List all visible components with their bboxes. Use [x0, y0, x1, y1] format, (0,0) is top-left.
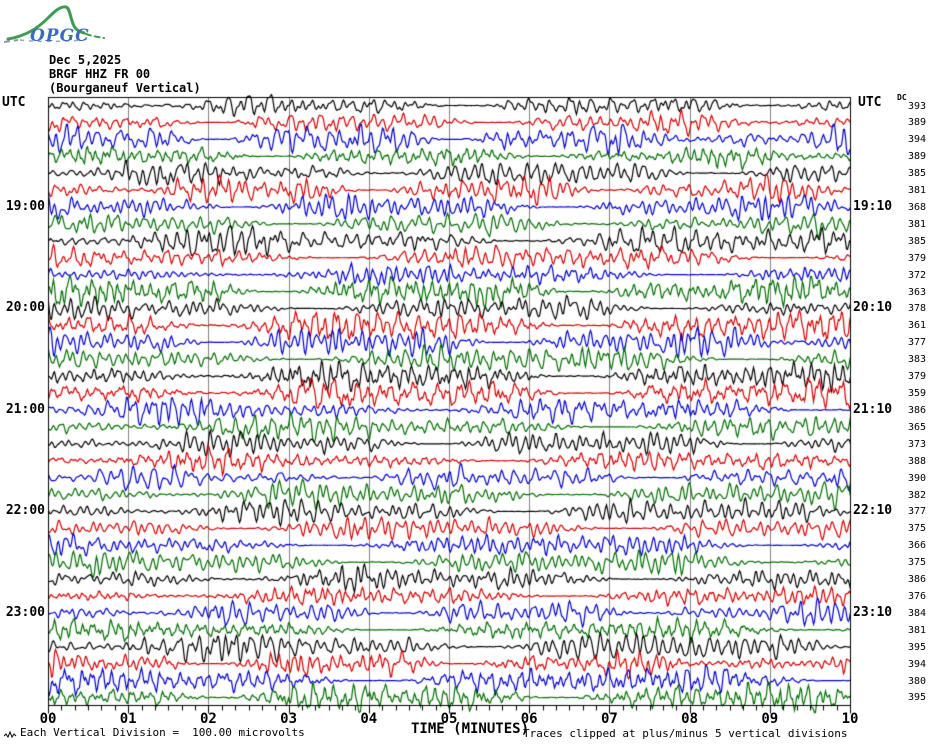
hour-label-right: 22:10 — [853, 503, 893, 519]
dc-value: 375 — [907, 523, 926, 535]
minute-tick-label: 10 — [841, 711, 859, 727]
hour-label-left: 19:00 — [5, 198, 45, 214]
dc-value: 394 — [907, 658, 926, 670]
dc-value: 376 — [907, 591, 926, 602]
hour-label-left: 23:00 — [5, 604, 45, 620]
time-axis-title: TIME (MINUTES) — [411, 721, 530, 737]
dc-value: 388 — [907, 455, 926, 467]
dc-value: 373 — [907, 438, 926, 450]
hour-label-left: 21:00 — [5, 401, 45, 417]
dc-value: 381 — [907, 185, 926, 197]
dc-value: 359 — [907, 388, 926, 400]
dc-value: 393 — [907, 100, 926, 112]
dc-value: 381 — [907, 624, 926, 636]
minute-tick-label: 06 — [520, 711, 538, 727]
mini-waveform-icon — [4, 730, 17, 739]
hour-label-right: 21:10 — [853, 401, 893, 417]
dc-value: 361 — [907, 320, 926, 332]
minute-tick-label: 01 — [119, 711, 137, 727]
dc-value: 378 — [907, 303, 926, 315]
clip-note: Traces clipped at plus/minus 5 vertical … — [523, 727, 848, 740]
dc-value: 380 — [907, 675, 926, 687]
dc-value: 368 — [907, 201, 926, 213]
dc-value: 394 — [907, 134, 926, 146]
hour-label-right: 19:10 — [853, 198, 893, 214]
dc-value: 385 — [907, 168, 926, 180]
scale-note: Each Vertical Division = 100.00 microvol… — [20, 726, 305, 739]
hour-label-right: 20:10 — [853, 300, 893, 316]
hour-label-right: 23:10 — [853, 604, 893, 620]
dc-value: 381 — [907, 218, 926, 230]
hour-label-left: 22:00 — [5, 503, 45, 519]
minute-tick-label: 07 — [600, 711, 618, 727]
dc-value: 390 — [907, 472, 926, 484]
dc-value: 377 — [907, 506, 926, 518]
dc-value: 395 — [907, 641, 926, 653]
minute-tick-label: 09 — [761, 711, 779, 727]
dc-value: 384 — [907, 607, 926, 619]
dc-value: 379 — [907, 252, 926, 264]
hour-label-left: 20:00 — [5, 300, 45, 316]
dc-value: 363 — [907, 286, 926, 298]
minute-tick-label: 08 — [681, 711, 699, 727]
dc-value: 366 — [907, 540, 926, 552]
minute-tick-label: 02 — [199, 711, 217, 727]
dc-value: 379 — [907, 371, 926, 383]
minute-tick-label: 00 — [39, 711, 57, 727]
dc-value: 389 — [907, 117, 926, 129]
dc-value: 365 — [907, 421, 926, 433]
dc-value: 372 — [907, 269, 926, 281]
dc-value: 383 — [907, 354, 926, 366]
dc-value: 386 — [907, 404, 926, 416]
dc-value: 377 — [907, 337, 926, 349]
dc-value: 389 — [907, 151, 926, 163]
dc-value: 395 — [907, 692, 926, 704]
dc-value: 386 — [907, 574, 926, 586]
dc-value: 382 — [907, 489, 926, 501]
minute-tick-label: 05 — [440, 711, 458, 727]
dc-value: 385 — [907, 235, 926, 247]
minute-tick-label: 03 — [280, 711, 298, 727]
dc-value: 375 — [907, 557, 926, 569]
minute-tick-label: 04 — [360, 711, 378, 727]
